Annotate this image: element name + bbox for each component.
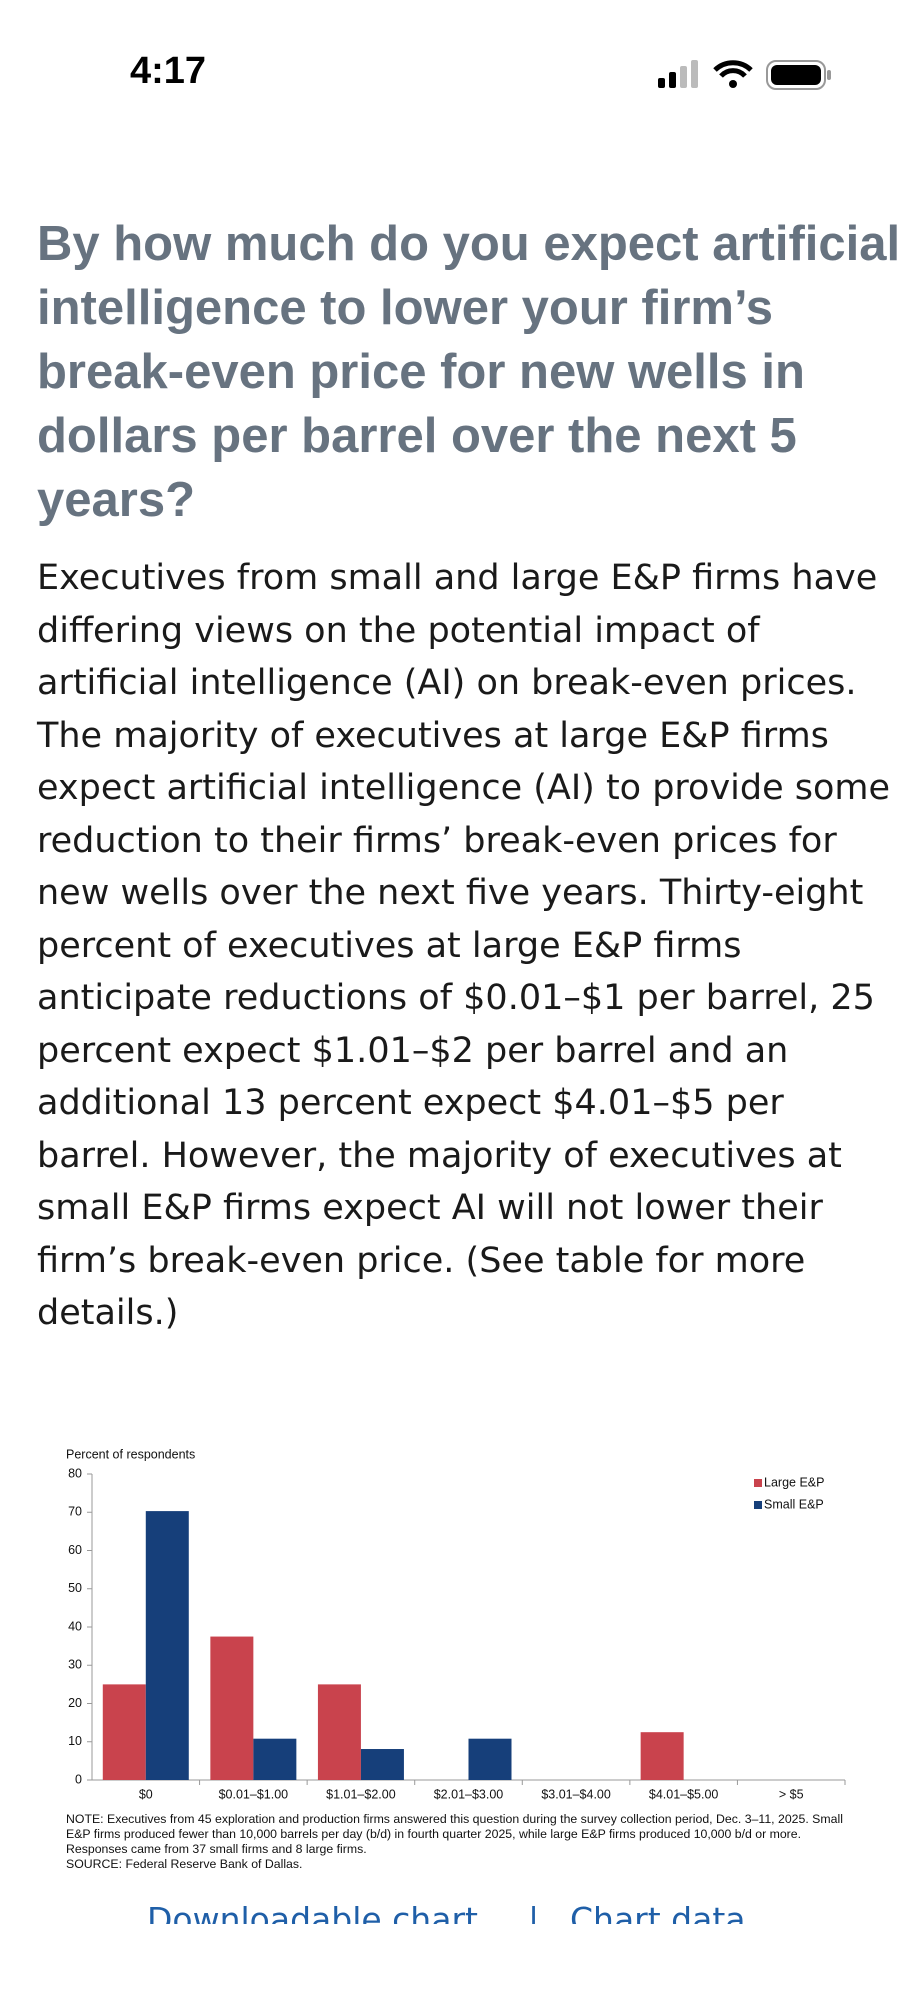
y-tick-label: 50 [68,1581,82,1595]
bar [640,1732,684,1780]
legend-swatch [754,1501,762,1509]
bar [210,1636,254,1780]
article-title: By how much do you expect artificial int… [37,217,901,527]
bar [102,1684,146,1780]
x-tick-label: $0 [139,1787,153,1801]
y-tick-label: 40 [68,1619,82,1633]
legend-swatch [754,1479,762,1487]
y-tick-label: 30 [68,1658,82,1672]
x-tick-label: $0.01–$1.00 [219,1787,289,1801]
note-text: NOTE: Executives from 45 exploration and… [66,1812,843,1856]
x-tick-label: $1.01–$2.00 [326,1787,396,1801]
source-text: SOURCE: Federal Reserve Bank of Dallas. [66,1857,303,1871]
y-tick-label: 20 [68,1696,82,1710]
bar [360,1749,404,1780]
chart: Percent of respondents 0 10 20 30 40 50 60 70 80… [66,1447,846,1801]
x-tick-label: $4.01–$5.00 [649,1787,719,1801]
bar [145,1511,189,1780]
y-tick-label: 60 [68,1543,82,1557]
separator: | [528,1900,540,1924]
legend-label: Small E&P [764,1497,824,1511]
links: Downloadable chart | Chart data [0,1900,919,1924]
y-tick-label: 10 [68,1734,82,1748]
x-tick-label: > $5 [779,1787,804,1801]
article-paragraph: Executives from small and large E&P firm… [37,558,891,1333]
legend-label: Large E&P [764,1475,824,1489]
bar [317,1684,361,1780]
y-axis-label: Percent of respondents [66,1447,195,1461]
y-tick-label: 0 [75,1772,82,1786]
x-tick-label: $3.01–$4.00 [541,1787,611,1801]
download-chart-link[interactable]: Downloadable chart [147,1900,478,1924]
bar [468,1738,512,1780]
x-tick-label: $2.01–$3.00 [434,1787,504,1801]
y-tick-label: 70 [68,1505,82,1519]
bar [253,1738,297,1780]
chart-data-link[interactable]: Chart data [570,1900,746,1924]
status-icons [658,60,831,90]
y-tick-label: 80 [68,1466,82,1480]
status-time: 4:17 [130,50,207,92]
chart-note: NOTE: Executives from 45 exploration and… [66,1812,856,1872]
